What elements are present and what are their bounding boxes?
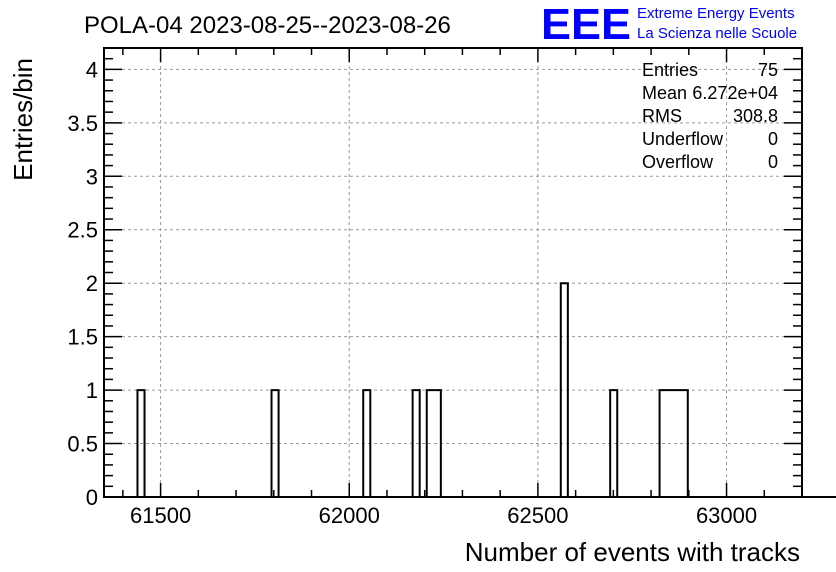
x-tick-label: 63000 [696,503,757,528]
x-axis-label: Number of events with tracks [465,537,800,567]
y-tick-label: 0.5 [67,432,98,457]
y-tick-label: 4 [86,57,98,82]
stats-value: 308.8 [733,106,778,126]
stats-value: 0 [768,152,778,172]
stats-value: 75 [758,60,778,80]
logo-line2: La Scienza nelle Scuole [637,25,797,42]
y-axis: 0 0.5 1 1.5 2 2.5 3 3.5 4 [67,47,802,510]
y-tick-label: 2.5 [67,218,98,243]
stats-label: RMS [642,106,682,126]
chart-title: POLA-04 2023-08-25--2023-08-26 [84,12,451,39]
stats-label: Entries [642,60,698,80]
x-tick-label: 61500 [130,503,191,528]
y-tick-label: 0 [86,485,98,510]
grid-lines [104,48,802,497]
y-tick-label: 3 [86,164,98,189]
y-tick-label: 1.5 [67,325,98,350]
stats-label: Underflow [642,129,724,149]
stats-label: Mean [642,83,687,103]
plot-frame [103,47,803,498]
x-axis: 61500 62000 62500 63000 [122,48,803,528]
stats-label: Overflow [642,152,714,172]
eee-logo: EEE Extreme Energy Events La Scienza nel… [541,0,797,49]
logo-line1: Extreme Energy Events [637,5,795,22]
axes-frame [103,47,803,498]
x-tick-label: 62500 [507,503,568,528]
stats-value: 0 [768,129,778,149]
y-tick-label: 2 [86,271,98,296]
stats-value: 6.272e+04 [692,83,778,103]
stats-box: Entries 75 Mean 6.272e+04 RMS 308.8 Underflow 0… [642,60,778,172]
y-tick-label: 1 [86,378,98,403]
x-tick-label: 62000 [319,503,380,528]
y-tick-label: 3.5 [67,111,98,136]
y-axis-label: Entries/bin [8,58,38,181]
logo-letters: EEE [541,0,631,49]
